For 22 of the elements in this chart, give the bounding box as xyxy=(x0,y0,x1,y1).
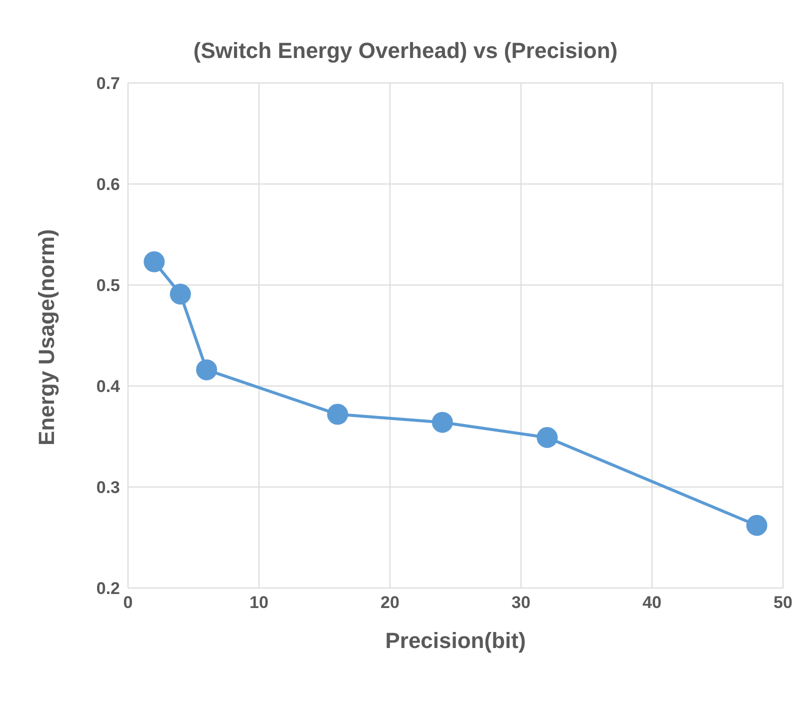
y-tick-label: 0.3 xyxy=(96,478,120,498)
point xyxy=(432,412,453,433)
point xyxy=(536,427,558,448)
x-tick-label: 40 xyxy=(642,593,662,612)
x-tick-label: 20 xyxy=(380,593,400,612)
point xyxy=(144,251,165,272)
point xyxy=(327,404,348,425)
y-axis-title: Energy Usage(norm) xyxy=(34,229,59,446)
y-tick-label: 0.2 xyxy=(96,579,120,598)
y-tick-label: 0.4 xyxy=(96,377,121,396)
x-tick-label: 0 xyxy=(123,593,133,612)
point xyxy=(196,359,218,380)
y-tick-label: 0.5 xyxy=(96,276,120,296)
x-axis-title: Precision(bit) xyxy=(385,628,526,653)
x-tick-label: 10 xyxy=(250,593,268,612)
chart-title: (Switch Energy Overhead) vs (Precision) xyxy=(192,38,619,64)
x-tick-label: 50 xyxy=(774,593,792,612)
point xyxy=(170,284,191,305)
x-tick-label: 30 xyxy=(512,593,530,612)
y-tick-label: 0.7 xyxy=(96,74,120,94)
point xyxy=(746,514,768,536)
y-tick-label: 0.6 xyxy=(96,175,120,194)
